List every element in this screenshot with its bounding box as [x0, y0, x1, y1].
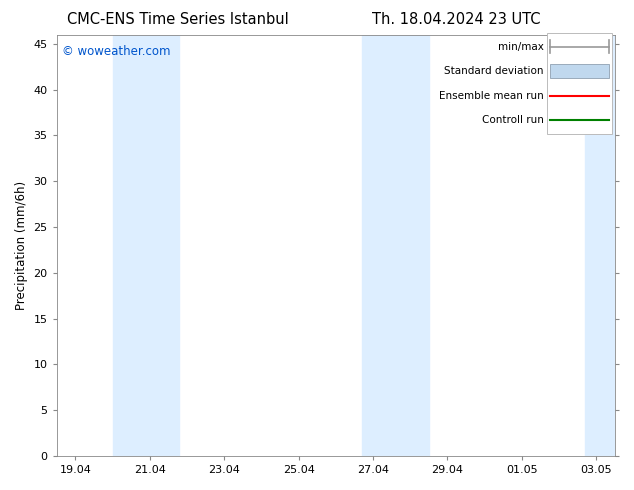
Text: Controll run: Controll run: [482, 115, 544, 125]
Text: min/max: min/max: [498, 42, 544, 51]
Bar: [550, 64, 609, 78]
Bar: [112, 35, 179, 456]
Text: CMC-ENS Time Series Istanbul: CMC-ENS Time Series Istanbul: [67, 12, 288, 27]
FancyBboxPatch shape: [547, 33, 612, 134]
Text: © woweather.com: © woweather.com: [62, 45, 171, 58]
Y-axis label: Precipitation (mm/6h): Precipitation (mm/6h): [15, 181, 28, 310]
Text: Standard deviation: Standard deviation: [444, 66, 544, 76]
Bar: [585, 35, 615, 456]
Bar: [362, 35, 429, 456]
Text: Th. 18.04.2024 23 UTC: Th. 18.04.2024 23 UTC: [372, 12, 541, 27]
Text: Ensemble mean run: Ensemble mean run: [439, 91, 544, 100]
